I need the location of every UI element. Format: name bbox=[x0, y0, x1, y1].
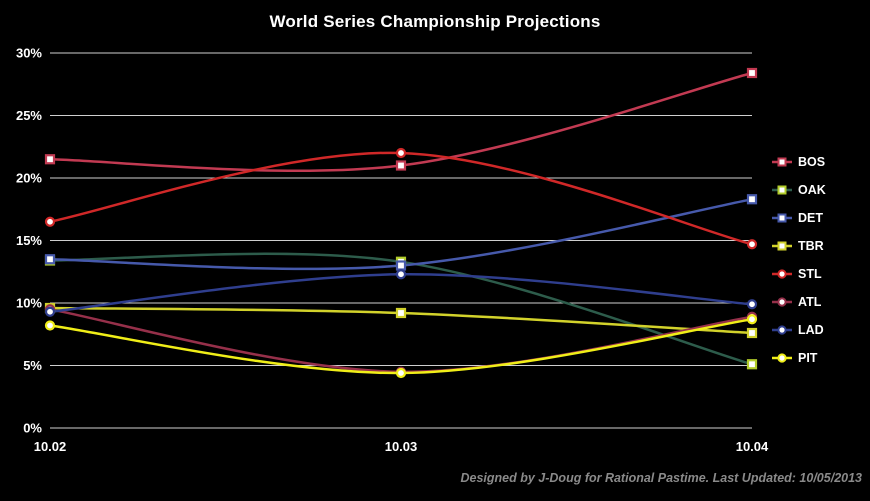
legend-square-icon-OAK bbox=[772, 185, 792, 194]
legend-item-TBR[interactable]: TBR bbox=[772, 236, 866, 255]
legend: BOS OAK DET TBR STL ATL LAD PIT bbox=[772, 152, 866, 367]
legend-label-LAD: LAD bbox=[798, 322, 824, 337]
marker-PIT-10.04 bbox=[746, 314, 758, 325]
series-line-LAD bbox=[48, 273, 754, 314]
marker-LAD-10.03 bbox=[395, 269, 407, 280]
marker-PIT-10.02 bbox=[44, 320, 56, 331]
marker-BOS-10.02 bbox=[44, 154, 56, 165]
legend-square-icon-DET bbox=[772, 213, 792, 222]
y-tick-label: 25% bbox=[16, 108, 42, 123]
marker-STL-10.02 bbox=[44, 216, 56, 227]
plot-area: 0% 5% 10% 15% 20% 25% 30% 10.02 10.03 10.04 bbox=[16, 46, 769, 455]
gridlines: 0% 5% 10% 15% 20% 25% 30% bbox=[16, 46, 752, 436]
legend-item-BOS[interactable]: BOS bbox=[772, 152, 866, 171]
marker-DET-10.03 bbox=[395, 260, 407, 271]
y-tick-label: 0% bbox=[23, 421, 42, 436]
legend-item-ATL[interactable]: ATL bbox=[772, 292, 866, 311]
marker-BOS-10.04 bbox=[746, 67, 758, 79]
marker-LAD-10.04 bbox=[746, 299, 758, 310]
series-markers bbox=[44, 67, 758, 379]
marker-STL-10.03 bbox=[395, 147, 407, 159]
marker-TBR-10.03 bbox=[395, 307, 407, 319]
x-axis-labels: 10.02 10.03 10.04 bbox=[34, 439, 769, 454]
legend-label-BOS: BOS bbox=[798, 154, 826, 169]
legend-label-ATL: ATL bbox=[798, 294, 822, 309]
legend-label-OAK: OAK bbox=[798, 182, 826, 197]
legend-circle-icon-ATL bbox=[772, 296, 792, 307]
legend-label-DET: DET bbox=[798, 210, 823, 225]
credit-text: Designed by J-Doug for Rational Pastime.… bbox=[460, 471, 863, 485]
legend-label-STL: STL bbox=[798, 266, 822, 281]
marker-PIT-10.03 bbox=[395, 367, 407, 379]
legend-label-TBR: TBR bbox=[798, 238, 824, 253]
y-tick-label: 15% bbox=[16, 233, 42, 248]
marker-TBR-10.04 bbox=[746, 327, 758, 339]
marker-OAK-10.04 bbox=[746, 359, 758, 370]
marker-STL-10.04 bbox=[746, 239, 758, 250]
marker-DET-10.02 bbox=[44, 254, 56, 265]
legend-item-OAK[interactable]: OAK bbox=[772, 180, 866, 199]
legend-item-PIT[interactable]: PIT bbox=[772, 348, 866, 367]
y-tick-label: 10% bbox=[16, 296, 42, 311]
y-tick-label: 30% bbox=[16, 46, 42, 61]
marker-LAD-10.02 bbox=[44, 306, 56, 317]
x-tick-label: 10.02 bbox=[34, 439, 67, 454]
legend-item-LAD[interactable]: LAD bbox=[772, 320, 866, 339]
chart-title: World Series Championship Projections bbox=[269, 12, 601, 31]
legend-circle-icon-STL bbox=[772, 268, 792, 279]
legend-circle-icon-LAD bbox=[772, 324, 792, 335]
x-tick-label: 10.04 bbox=[736, 439, 769, 454]
legend-square-icon-TBR bbox=[772, 241, 792, 250]
legend-square-icon-BOS bbox=[772, 157, 792, 166]
marker-DET-10.04 bbox=[746, 194, 758, 205]
series-lines bbox=[48, 71, 754, 375]
marker-BOS-10.03 bbox=[395, 160, 407, 171]
legend-label-PIT: PIT bbox=[798, 350, 818, 365]
legend-item-DET[interactable]: DET bbox=[772, 208, 866, 227]
y-tick-label: 5% bbox=[23, 358, 42, 373]
legend-circle-icon-PIT bbox=[772, 352, 792, 363]
y-tick-label: 20% bbox=[16, 171, 42, 186]
legend-item-STL[interactable]: STL bbox=[772, 264, 866, 283]
x-tick-label: 10.03 bbox=[385, 439, 418, 454]
